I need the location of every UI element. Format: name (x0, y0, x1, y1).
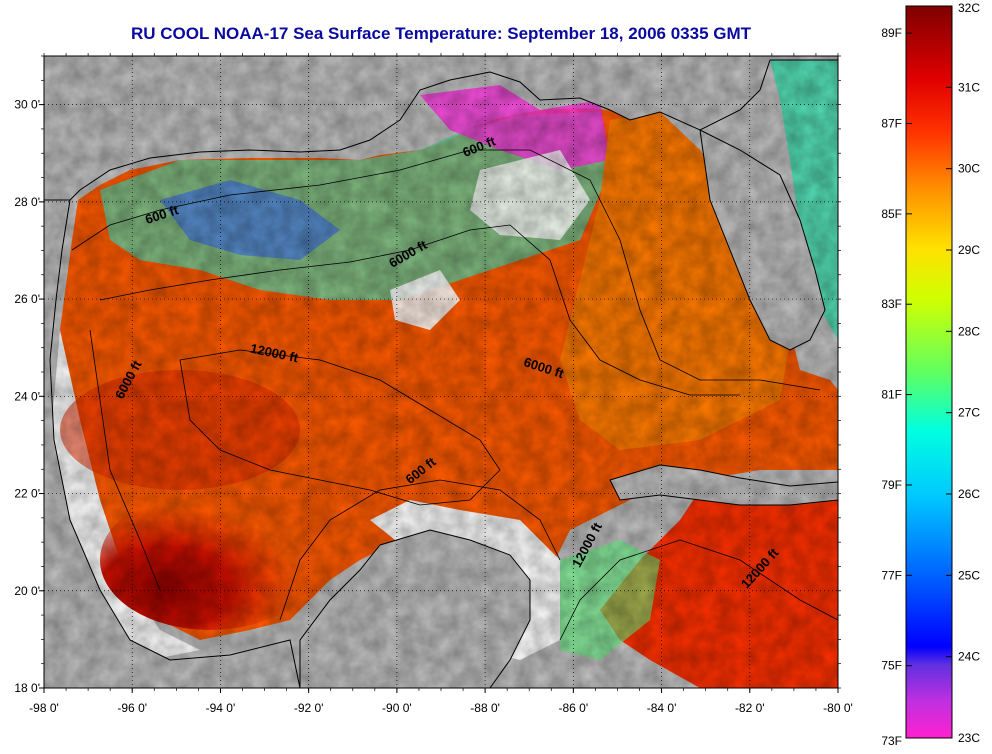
contour-6000ft-west (89, 329, 161, 591)
colorbar-fahrenheit-label: 83F (881, 297, 902, 311)
lat-tick-label: 30 0' (14, 98, 40, 112)
contour-12000ft-caribbean (559, 539, 838, 641)
lat-tick-label: 26 0' (14, 292, 40, 306)
colorbar: 32C 31C 30C 29C 28C 27C 26C 25C 24C 23C 89F 87F 85F… (881, 1, 980, 748)
colorbar-celsius-label: 25C (958, 568, 980, 582)
colorbar-celsius-label: 26C (958, 487, 980, 501)
lon-tick-label: -88 0' (470, 701, 500, 715)
colorbar-celsius-label: 29C (958, 243, 980, 257)
colorbar-celsius-labels: 32C 31C 30C 29C 28C 27C 26C 25C 24C 23C (946, 1, 980, 745)
lon-tick-label: -94 0' (206, 701, 236, 715)
colorbar-celsius-label: 23C (958, 731, 980, 745)
lat-tick-label: 28 0' (14, 195, 40, 209)
axis-ticks (39, 53, 841, 693)
colorbar-fahrenheit-labels: 89F 87F 85F 83F 81F 79F 77F 75F 73F (881, 26, 912, 748)
lat-lon-grid (44, 56, 838, 688)
colorbar-fahrenheit-label: 81F (881, 388, 902, 402)
colorbar-fahrenheit-label: 77F (881, 568, 902, 582)
colorbar-celsius-label: 28C (958, 324, 980, 338)
lon-tick-label: -82 0' (735, 701, 765, 715)
colorbar-fahrenheit-label: 75F (881, 659, 902, 673)
latitude-tick-labels: 18 0' 20 0' 22 0' 24 0' 26 0' 28 0' 30 0' (14, 98, 40, 695)
lat-tick-label: 24 0' (14, 389, 40, 403)
contour-600ft-north (71, 149, 821, 391)
contour-600ft-yucatan (279, 479, 561, 621)
colorbar-celsius-label: 24C (958, 650, 980, 664)
contour-6000ft (99, 224, 740, 396)
colorbar-fahrenheit-label: 73F (881, 734, 902, 748)
lat-tick-label: 18 0' (14, 681, 40, 695)
lon-tick-label: -84 0' (647, 701, 677, 715)
longitude-tick-labels: -98 0' -96 0' -94 0' -92 0' -90 0' -88 0' -86 … (29, 701, 853, 715)
lon-tick-label: -96 0' (117, 701, 147, 715)
colorbar-fahrenheit-label: 79F (881, 478, 902, 492)
colorbar-celsius-label: 32C (958, 1, 980, 15)
lat-tick-label: 22 0' (14, 487, 40, 501)
colorbar-gradient (905, 5, 953, 739)
lon-tick-label: -98 0' (29, 701, 59, 715)
colorbar-celsius-label: 31C (958, 80, 980, 94)
colorbar-fahrenheit-label: 85F (881, 207, 902, 221)
colorbar-fahrenheit-label: 87F (881, 116, 902, 130)
colorbar-celsius-label: 30C (958, 162, 980, 176)
lon-tick-label: -90 0' (382, 701, 412, 715)
lon-tick-label: -80 0' (823, 701, 853, 715)
map-title: RU COOL NOAA-17 Sea Surface Temperature:… (130, 24, 752, 43)
texture-overlay (44, 56, 838, 688)
lat-tick-label: 20 0' (14, 584, 40, 598)
lon-tick-label: -92 0' (294, 701, 324, 715)
lon-tick-label: -86 0' (559, 701, 589, 715)
colorbar-celsius-label: 27C (958, 406, 980, 420)
contour-12000ft (179, 349, 501, 506)
colorbar-fahrenheit-label: 89F (881, 26, 902, 40)
